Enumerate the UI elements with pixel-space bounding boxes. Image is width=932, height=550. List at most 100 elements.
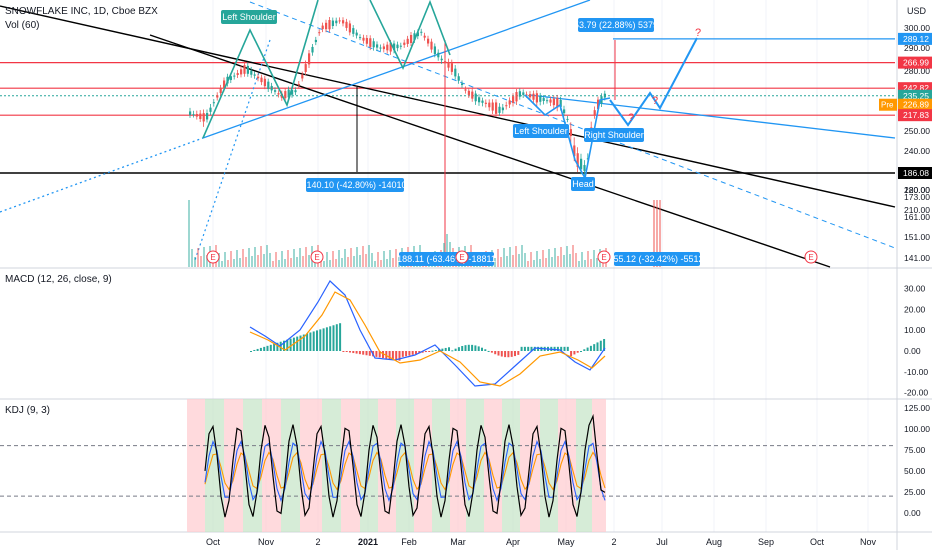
candle-body (529, 94, 532, 98)
macd-histogram-bar (415, 351, 417, 355)
candle-body (365, 38, 368, 44)
macd-histogram-bar (312, 331, 315, 351)
macd-histogram-bar (345, 351, 348, 352)
price-tick: 290.00 (904, 43, 930, 53)
macd-histogram-bar (362, 351, 365, 355)
kdj-stripe (322, 399, 341, 532)
kdj-stripe (558, 399, 576, 532)
volume-bar (569, 254, 571, 267)
macd-histogram-bar (576, 351, 579, 353)
macd-histogram-bar (537, 346, 540, 351)
earnings-label: E (808, 253, 813, 262)
volume-bar (239, 258, 241, 267)
time-tick: Oct (810, 537, 825, 547)
candle-body (566, 118, 569, 120)
volume-bar (503, 248, 505, 267)
volume-bar (584, 260, 586, 267)
volume-bar (200, 256, 202, 267)
candle-body (270, 85, 273, 91)
candle-body (403, 42, 406, 45)
macd-histogram-bar (438, 349, 441, 351)
candle-body (304, 64, 307, 72)
candle-body (223, 80, 226, 89)
macd-histogram-bar (352, 351, 355, 354)
macd-histogram-bar (283, 340, 285, 351)
macd-histogram-bar (494, 351, 497, 355)
candle-body (512, 96, 515, 103)
volume-bar (368, 245, 370, 267)
measure-top-label: 53.79 (22.88%) 5379 (574, 20, 658, 30)
candle-body (542, 98, 545, 101)
macd-histogram-bar (256, 348, 259, 351)
volume-bar (326, 252, 328, 267)
candle-body (192, 114, 195, 116)
candle-body (440, 58, 443, 61)
macd-tick: 10.00 (904, 325, 926, 335)
macd-histogram-bar (309, 332, 312, 351)
volume-bar (494, 258, 496, 267)
macd-histogram-bar (316, 330, 318, 351)
hs-pattern-new (524, 94, 611, 181)
volume-bar (356, 247, 358, 267)
volume-bar (383, 251, 385, 267)
candle-body (573, 145, 576, 157)
volume-bar (530, 252, 532, 267)
volume-bar (263, 254, 265, 267)
candle-body (284, 91, 287, 99)
macd-histogram-bar (517, 351, 520, 355)
right-shoulder-label-box (584, 128, 644, 142)
macd-histogram-bar (365, 351, 368, 356)
kdj-stripe (414, 399, 432, 532)
volume-bar (551, 257, 553, 267)
price-badge: 186.08 (903, 168, 929, 178)
macd-histogram-bar (457, 347, 460, 351)
volume-bar (188, 200, 190, 267)
candle-body (437, 52, 440, 58)
measure-top-label-box (578, 18, 654, 32)
candle-body (250, 70, 253, 75)
candle-body (376, 44, 379, 48)
macd-histogram-bar (490, 351, 493, 353)
volume-bar (380, 260, 382, 267)
macd-histogram-bar (454, 348, 457, 351)
candle-body (467, 90, 470, 95)
macd-histogram-bar (296, 336, 299, 351)
candle-body (413, 33, 416, 40)
candle-body (301, 74, 304, 79)
time-tick: 2 (315, 537, 320, 547)
neckline-new (529, 94, 896, 139)
candle-body (478, 97, 481, 103)
candle-body (474, 93, 477, 102)
macd-histogram-bar (500, 351, 503, 357)
volume-bar (236, 250, 238, 267)
candle-body (277, 93, 280, 95)
volume-bar (245, 257, 247, 267)
macd-histogram-bar (461, 345, 464, 351)
macd-histogram-bar (484, 349, 487, 351)
candle-body (505, 105, 508, 107)
macd-histogram-bar (299, 335, 302, 351)
macd-histogram-bar (319, 329, 322, 351)
candle-body (532, 93, 535, 100)
candle-body (348, 23, 351, 33)
candle-body (386, 44, 389, 51)
head-and-shoulders-pattern (202, 0, 698, 181)
candle-body (583, 165, 586, 171)
volume-bar (290, 258, 292, 267)
macd-histogram-bar (477, 346, 480, 351)
macd-histogram-bar (428, 351, 431, 352)
volume-bar (197, 248, 199, 267)
candle-body (488, 102, 491, 108)
macd-histogram-bar (530, 346, 533, 351)
premarket-prefix: Pre (881, 101, 894, 110)
volume-bar (362, 246, 364, 267)
head-label-box (571, 177, 595, 191)
left-shoulder-label-2-box (513, 124, 569, 138)
macd-histogram-bar (421, 351, 424, 353)
projection-path (609, 37, 698, 127)
candle-body (471, 91, 474, 99)
candle-body (325, 22, 328, 30)
volume-bar (338, 250, 340, 267)
candle-body (216, 95, 219, 98)
